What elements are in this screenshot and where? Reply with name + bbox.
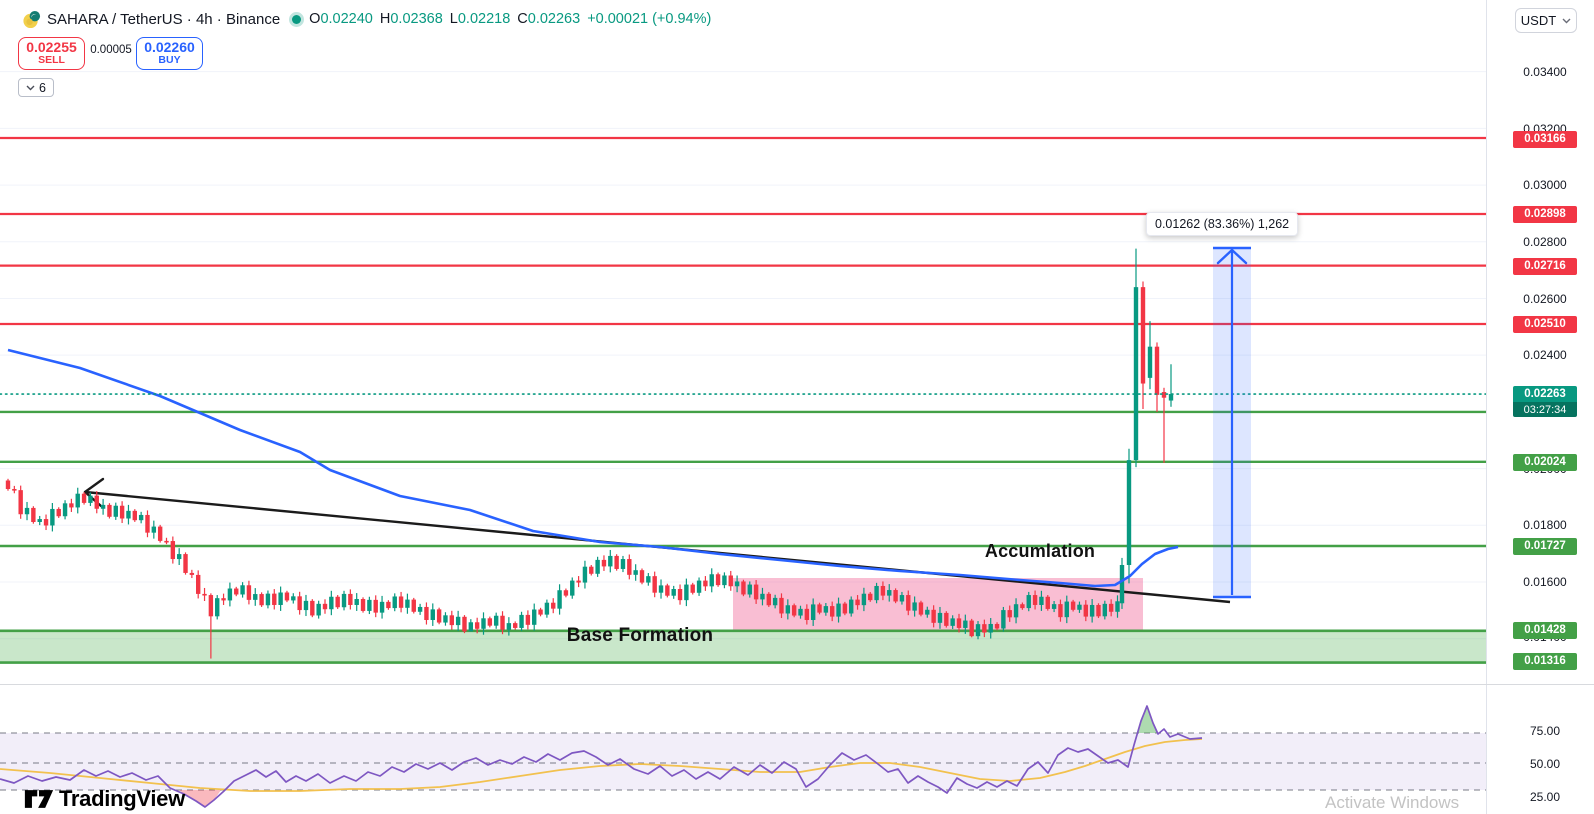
market-status-dot-icon [292, 14, 302, 24]
rsi-line [0, 705, 1203, 808]
resistance-price-badge[interactable]: 0.02898 [1513, 205, 1577, 223]
price-grid-label: 0.03400 [1523, 65, 1567, 79]
ohlc-low: L0.02218 [450, 11, 511, 27]
currency-unit-button[interactable]: USDT [1515, 8, 1577, 33]
price-range-measure-tool[interactable] [1213, 246, 1251, 599]
rsi-oversold-fill [179, 790, 221, 807]
price-grid-label: 0.01600 [1523, 575, 1567, 589]
base-formation-zone[interactable] [0, 630, 1486, 663]
ohlc-low-label: L [449, 11, 458, 27]
symbol-logo-icon [23, 10, 41, 28]
ohlc-open-value: 0.02240 [320, 11, 373, 27]
tradingview-logo-icon [24, 790, 54, 808]
data-window-toggle-button[interactable]: 6 [18, 78, 54, 97]
support-price-badge[interactable]: 0.01316 [1513, 652, 1577, 670]
support-price-badge[interactable]: 0.02024 [1513, 453, 1577, 471]
price-gridlines [0, 71, 1486, 640]
currency-label: USDT [1520, 13, 1557, 28]
ohlc-change: +0.00021 (+0.94%) [587, 11, 712, 27]
resistance-price-badge[interactable]: 0.02510 [1513, 315, 1577, 333]
sell-price: 0.02255 [26, 39, 77, 56]
price-grid-label: 0.02600 [1523, 292, 1567, 306]
symbol-title[interactable]: SAHARA / TetherUS · 4h · Binance [47, 10, 281, 28]
support-price-badge[interactable]: 0.01727 [1513, 537, 1577, 555]
ohlc-close-value: 0.02263 [527, 11, 581, 27]
base-formation-label[interactable]: Base Formation [566, 625, 714, 646]
support-price-badge[interactable]: 0.01428 [1513, 621, 1577, 639]
price-grid-label: 0.02400 [1523, 348, 1567, 362]
current-price-badge[interactable]: 0.02263 03:27:34 [1513, 386, 1577, 417]
sell-label: SELL [38, 54, 65, 67]
measure-tool-label[interactable]: 0.01262 (83.36%) 1,262 [1146, 212, 1299, 236]
resistance-price-badge[interactable]: 0.02716 [1513, 257, 1577, 275]
price-grid-label: 0.01800 [1523, 518, 1567, 532]
ohlc-open-label: O [309, 11, 321, 27]
chevron-down-icon [1562, 18, 1571, 23]
moving-average-line[interactable] [7, 348, 1179, 588]
chart-legend: SAHARA / TetherUS · 4h · Binance O0.0224… [22, 8, 711, 30]
buy-price: 0.02260 [144, 39, 195, 56]
rsi-ma-line [0, 738, 1203, 792]
buy-label: BUY [158, 54, 181, 67]
candlestick-series [5, 248, 1174, 659]
rsi-grid-label: 50.00 [1529, 757, 1561, 771]
tradingview-logo-text: TradingView [59, 786, 185, 811]
spread-value: 0.00005 [90, 44, 132, 56]
price-scale-axis[interactable]: USDT 0.03400 0.03200 0.03000 0.02800 0.02600… [1486, 0, 1594, 814]
horizontal-level-lines[interactable] [0, 136, 1486, 664]
ohlc-open: O0.02240 [309, 11, 373, 27]
price-grid-label: 0.03000 [1523, 178, 1567, 192]
buy-button[interactable]: 0.02260 BUY [136, 37, 203, 70]
resistance-price-badge[interactable]: 0.03166 [1513, 130, 1577, 148]
bars-count: 6 [39, 80, 46, 95]
pane-separator[interactable] [0, 684, 1594, 685]
ohlc-low-value: 0.02218 [457, 11, 511, 27]
ohlc-high-label: H [379, 11, 391, 27]
tradingview-logo[interactable]: TradingView [24, 786, 185, 812]
ohlc-close-label: C [517, 11, 528, 27]
accumulation-zone-label[interactable]: Accumlation [984, 541, 1096, 561]
ohlc-high: H0.02368 [380, 11, 443, 27]
rsi-band [0, 733, 1486, 790]
current-price-value: 0.02263 [1513, 386, 1577, 402]
rsi-grid-label: 25.00 [1529, 790, 1561, 804]
bar-countdown: 03:27:34 [1513, 402, 1577, 417]
rsi-overbought-fill [1137, 706, 1157, 733]
sell-button[interactable]: 0.02255 SELL [18, 37, 85, 70]
price-grid-label: 0.02800 [1523, 235, 1567, 249]
ohlc-close: C0.02263 [517, 11, 580, 27]
ohlc-high-value: 0.02368 [390, 11, 443, 27]
activate-windows-watermark: Activate Windows [1325, 793, 1460, 812]
chevron-down-icon [26, 85, 35, 90]
rsi-grid-label: 75.00 [1529, 724, 1561, 738]
